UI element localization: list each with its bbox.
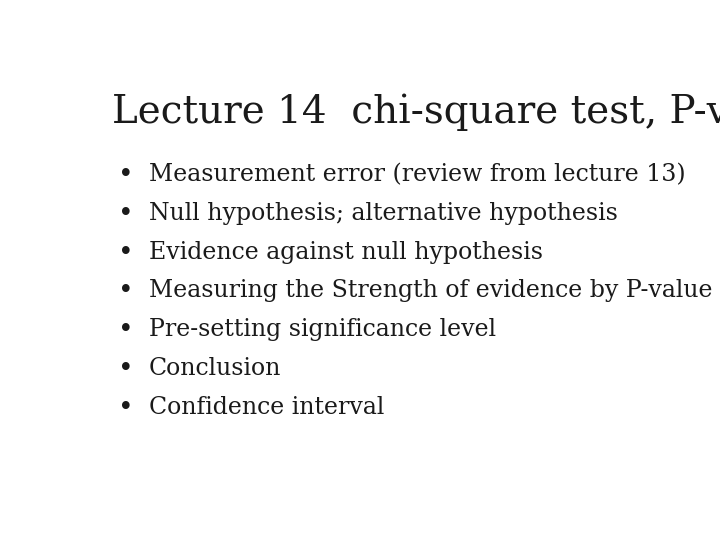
Text: •: • bbox=[119, 163, 134, 187]
Text: •: • bbox=[119, 317, 134, 342]
Text: •: • bbox=[119, 201, 134, 226]
Text: Evidence against null hypothesis: Evidence against null hypothesis bbox=[148, 241, 543, 264]
Text: •: • bbox=[119, 356, 134, 381]
Text: Pre-setting significance level: Pre-setting significance level bbox=[148, 318, 495, 341]
Text: Lecture 14  chi-square test, P-value: Lecture 14 chi-square test, P-value bbox=[112, 94, 720, 131]
Text: Conclusion: Conclusion bbox=[148, 357, 281, 380]
Text: •: • bbox=[119, 395, 134, 420]
Text: Null hypothesis; alternative hypothesis: Null hypothesis; alternative hypothesis bbox=[148, 202, 618, 225]
Text: Confidence interval: Confidence interval bbox=[148, 395, 384, 418]
Text: Measuring the Strength of evidence by P-value: Measuring the Strength of evidence by P-… bbox=[148, 280, 712, 302]
Text: Measurement error (review from lecture 13): Measurement error (review from lecture 1… bbox=[148, 164, 685, 186]
Text: •: • bbox=[119, 279, 134, 303]
Text: •: • bbox=[119, 240, 134, 265]
